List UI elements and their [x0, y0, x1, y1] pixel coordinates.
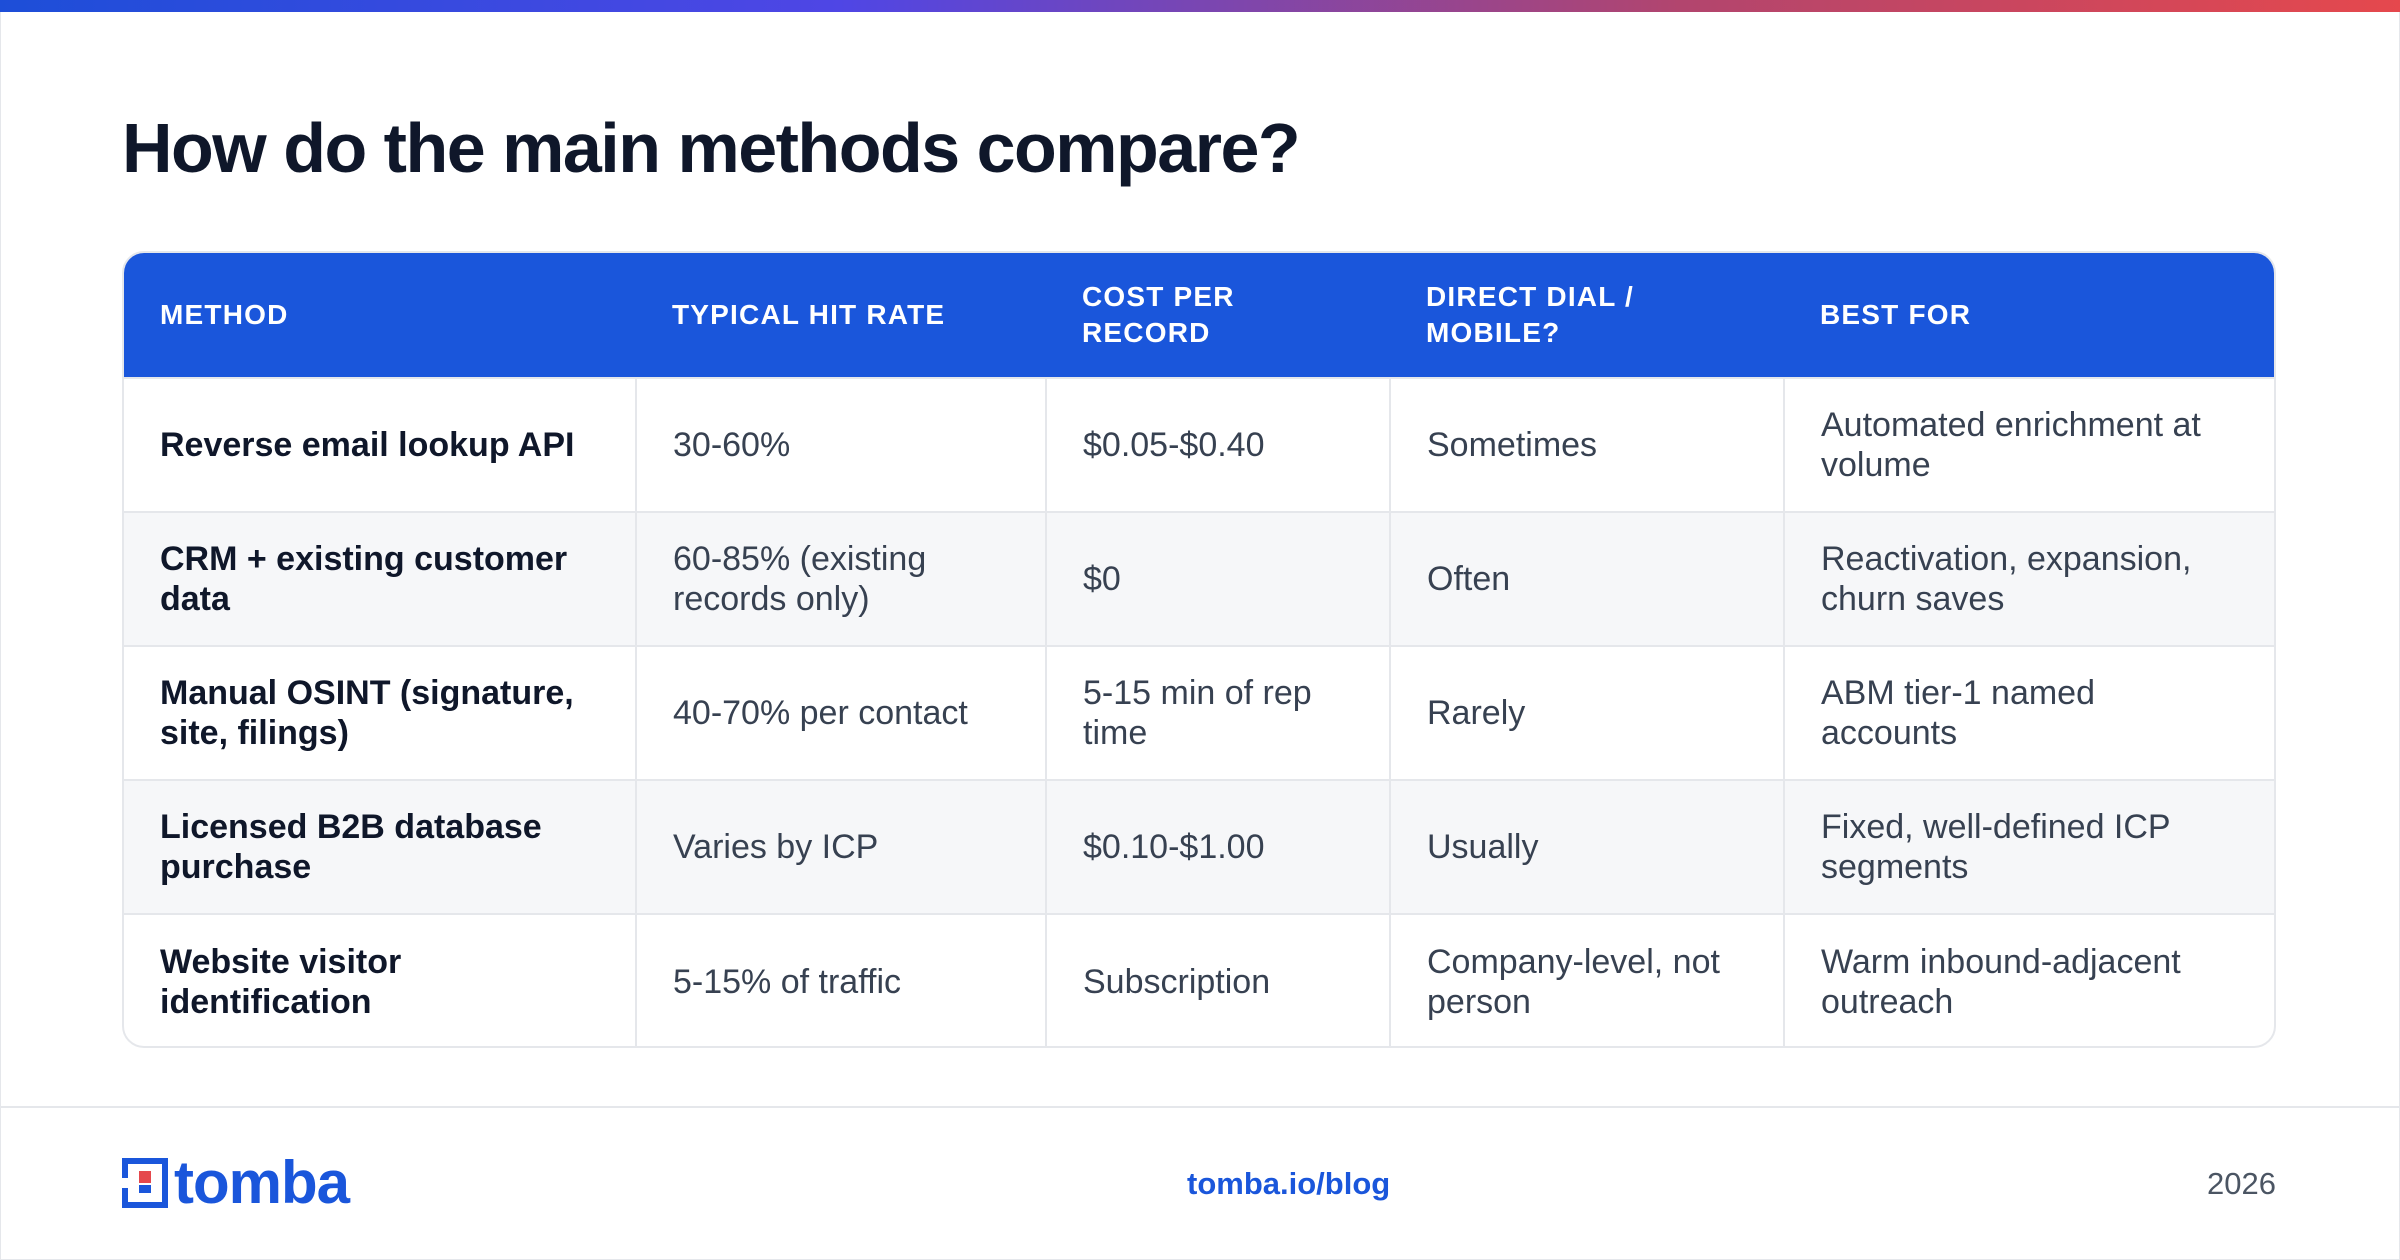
cell-cost: Subscription — [1045, 913, 1390, 1046]
cell-best-for: Fixed, well-defined ICP segments — [1783, 779, 2274, 914]
footer-divider — [0, 1106, 2400, 1108]
table-body: Reverse email lookup API 30-60% $0.05-$0… — [124, 377, 2274, 1046]
comparison-table: METHOD TYPICAL HIT RATE COST PER RECORD … — [124, 253, 2274, 1046]
table-row: Website visitor identification 5-15% of … — [124, 913, 2274, 1046]
table-header: METHOD TYPICAL HIT RATE COST PER RECORD … — [124, 253, 2274, 378]
cell-direct-dial: Sometimes — [1389, 377, 1784, 512]
column-header-direct-dial: DIRECT DIAL / MOBILE? — [1426, 281, 1634, 348]
table-row: Licensed B2B database purchase Varies by… — [124, 779, 2274, 914]
cell-method: Manual OSINT (signature, site, filings) — [124, 645, 636, 780]
cell-hit-rate: 30-60% — [635, 377, 1046, 512]
table-header-row: METHOD TYPICAL HIT RATE COST PER RECORD … — [124, 253, 2274, 378]
cell-method: Reverse email lookup API — [124, 377, 636, 512]
cell-method: Website visitor identification — [124, 913, 636, 1046]
cell-cost: 5-15 min of rep time — [1045, 645, 1390, 780]
cell-hit-rate: 40-70% per contact — [635, 645, 1046, 780]
column-header-cost: COST PER RECORD — [1082, 281, 1235, 348]
cell-method: CRM + existing customer data — [124, 511, 636, 646]
cell-best-for: Warm inbound-adjacent outreach — [1783, 913, 2274, 1046]
table-row: CRM + existing customer data 60-85% (exi… — [124, 511, 2274, 646]
column-header-method: METHOD — [160, 299, 289, 330]
top-gradient-bar — [0, 0, 2400, 12]
cell-direct-dial: Company-level, not person — [1389, 913, 1784, 1046]
logo-wordmark: tomba — [174, 1149, 350, 1216]
cell-best-for: Reactivation, expansion, churn saves — [1783, 511, 2274, 646]
cell-best-for: Automated enrichment at volume — [1783, 377, 2274, 512]
cell-cost: $0 — [1045, 511, 1390, 646]
column-header-best-for: BEST FOR — [1820, 299, 1972, 330]
cell-direct-dial: Often — [1389, 511, 1784, 646]
cell-hit-rate: Varies by ICP — [635, 779, 1046, 914]
page-title: How do the main methods compare? — [122, 109, 1301, 187]
footer-year: 2026 — [2207, 1166, 2276, 1201]
cell-method: Licensed B2B database purchase — [124, 779, 636, 914]
column-header-hit-rate: TYPICAL HIT RATE — [672, 299, 946, 330]
cell-direct-dial: Usually — [1389, 779, 1784, 914]
tomba-logo[interactable]: tomba — [122, 1149, 350, 1216]
cell-hit-rate: 5-15% of traffic — [635, 913, 1046, 1046]
table-row: Manual OSINT (signature, site, filings) … — [124, 645, 2274, 780]
table-row: Reverse email lookup API 30-60% $0.05-$0… — [124, 377, 2274, 512]
blog-link[interactable]: tomba.io/blog — [1187, 1166, 1391, 1201]
tomba-logo-mark-icon — [122, 1158, 168, 1208]
cell-cost: $0.05-$0.40 — [1045, 377, 1390, 512]
cell-cost: $0.10-$1.00 — [1045, 779, 1390, 914]
cell-best-for: ABM tier-1 named accounts — [1783, 645, 2274, 780]
cell-direct-dial: Rarely — [1389, 645, 1784, 780]
comparison-table-container: METHOD TYPICAL HIT RATE COST PER RECORD … — [122, 251, 2276, 1048]
cell-hit-rate: 60-85% (existing records only) — [635, 511, 1046, 646]
